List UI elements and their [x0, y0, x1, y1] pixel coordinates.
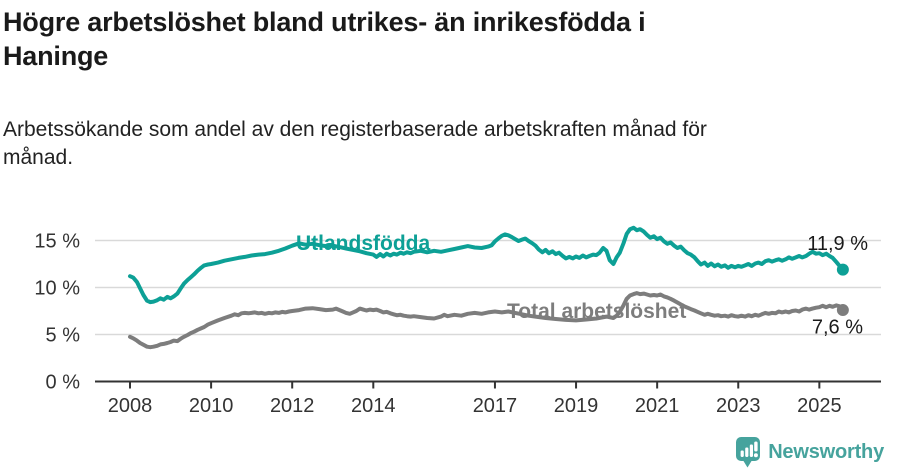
x-tick-label-2012: 2012	[270, 395, 315, 417]
end-value-label-total: 7,6 %	[812, 317, 863, 339]
series-end-dot-total	[836, 304, 849, 317]
y-tick-label-0: 0 %	[46, 372, 81, 394]
brand-name: Newsworthy	[768, 440, 884, 463]
series-line-total	[128, 291, 845, 350]
series-label-utlandsfodda: Utlandsfödda	[296, 232, 430, 255]
x-tick-label-2025: 2025	[797, 395, 842, 417]
y-tick-label-5: 5 %	[46, 325, 81, 347]
series-line-utlandsfodda	[128, 225, 845, 305]
x-tick-label-2021: 2021	[635, 395, 680, 417]
x-tick-label-2019: 2019	[554, 395, 599, 417]
chart-subtitle: Arbetssökande som andel av den registerb…	[3, 116, 707, 172]
x-tick-label-2008: 2008	[108, 395, 153, 417]
unemployment-line-chart: 2008 2010 2012 2014 2017 2019 2021 2023 2025 0 % 5…	[34, 225, 881, 417]
title-line-2: Haninge	[3, 41, 109, 71]
x-tick-label-2014: 2014	[351, 395, 396, 417]
y-tick-label-10: 10 %	[34, 278, 80, 300]
y-tick-label-15: 15 %	[34, 231, 80, 253]
x-tick-label-2010: 2010	[189, 395, 234, 417]
subtitle-line-2: månad.	[3, 146, 74, 169]
x-tick-label-2023: 2023	[716, 395, 761, 417]
series-label-total: Total arbetslöshet	[507, 300, 686, 323]
series-end-dot-utlandsfodda	[836, 263, 849, 276]
subtitle-line-1: Arbetssökande som andel av den registerb…	[3, 118, 707, 141]
page-title: Högre arbetslöshet bland utrikes- än inr…	[3, 5, 646, 73]
newsworthy-logo-icon	[736, 436, 761, 467]
title-line-1: Högre arbetslöshet bland utrikes- än inr…	[3, 7, 646, 37]
brand-footer: Newsworthy	[735, 436, 884, 468]
x-tick-label-2017: 2017	[473, 395, 518, 417]
end-value-label-utlandsfodda: 11,9 %	[807, 233, 868, 255]
